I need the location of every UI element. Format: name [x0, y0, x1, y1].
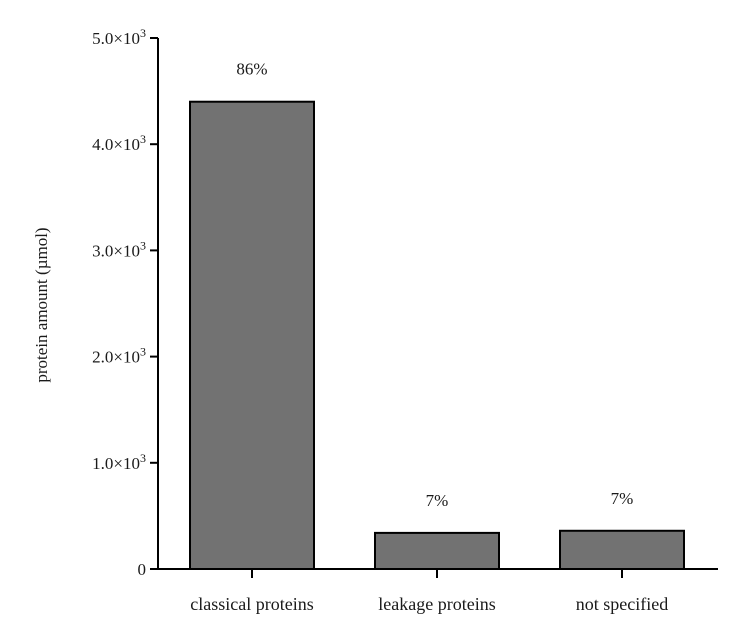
x-category-label: leakage proteins	[378, 594, 495, 614]
bar	[374, 531, 500, 571]
y-tick-exponent: 3	[140, 451, 146, 465]
x-category-label: classical proteins	[190, 594, 313, 614]
y-tick-label: 0	[138, 560, 147, 579]
bar	[189, 100, 315, 570]
y-tick-exponent: 3	[140, 345, 146, 359]
y-tick-exponent: 3	[140, 238, 146, 252]
bar-data-label: 86%	[236, 60, 267, 79]
y-axis-title: protein amount (µmol)	[32, 227, 51, 382]
y-tick-exponent: 3	[140, 26, 146, 40]
bar-data-label: 7%	[611, 489, 634, 508]
y-tick-exponent: 3	[140, 132, 146, 146]
y-tick-label: 1.0×103	[92, 451, 146, 473]
y-tick-label: 5.0×103	[92, 26, 146, 48]
bar-data-label: 7%	[426, 491, 449, 510]
bar	[559, 529, 685, 571]
y-tick-label: 2.0×103	[92, 345, 146, 367]
x-category-label: not specified	[576, 594, 668, 614]
y-tick-label: 3.0×103	[92, 238, 146, 260]
plot-area: 0 1.0×103 2.0×103 3.0×103 4.0×103 5.0×103 clas…	[92, 26, 718, 614]
y-tick-label: 4.0×103	[92, 132, 146, 154]
